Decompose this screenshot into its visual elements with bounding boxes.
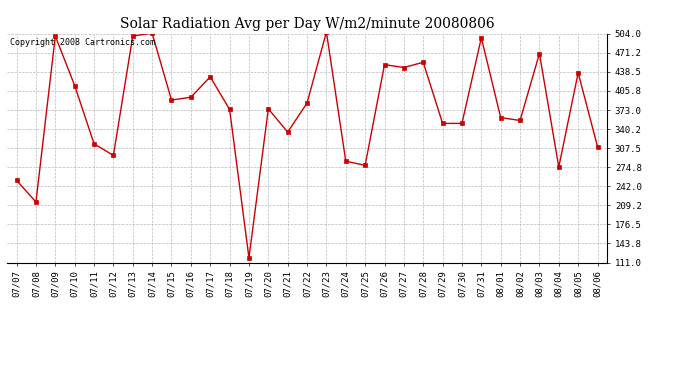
Text: Copyright 2008 Cartronics.com: Copyright 2008 Cartronics.com <box>10 38 155 47</box>
Title: Solar Radiation Avg per Day W/m2/minute 20080806: Solar Radiation Avg per Day W/m2/minute … <box>120 17 494 31</box>
